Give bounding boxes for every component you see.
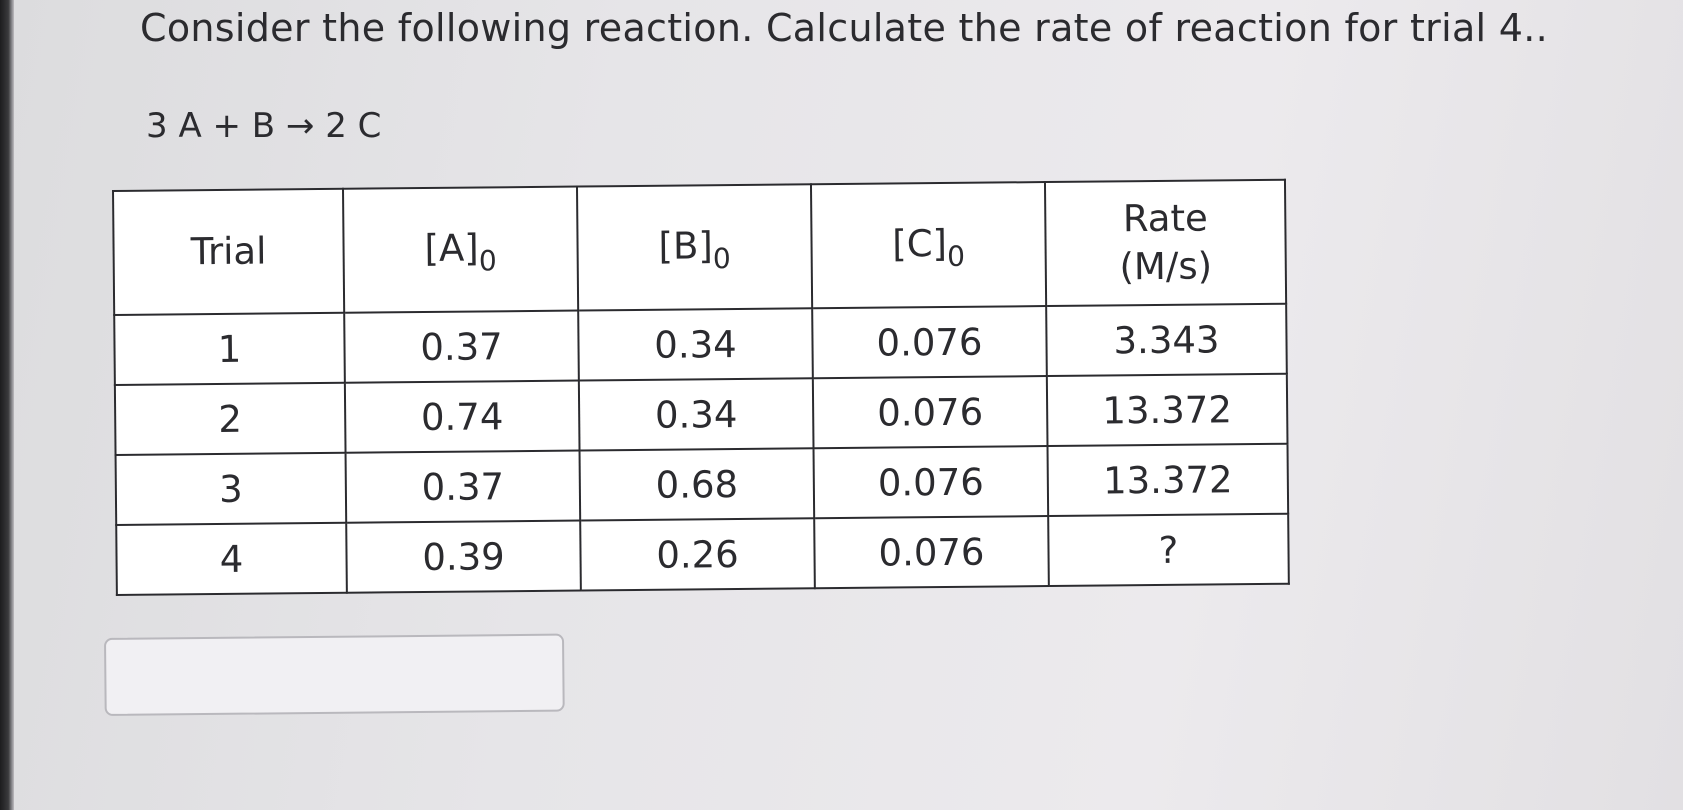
header-trial: Trial: [113, 188, 345, 315]
cell-a: 0.37: [345, 450, 581, 523]
header-rate-label: Rate: [1122, 196, 1208, 241]
cell-trial: 1: [114, 312, 345, 385]
table-row: 4 0.39 0.26 0.076 ?: [116, 513, 1289, 595]
table-row: 3 0.37 0.68 0.076 13.372: [115, 443, 1289, 525]
cell-rate: 3.343: [1046, 303, 1287, 377]
header-c: [C]0: [810, 182, 1047, 309]
header-a: [A]0: [342, 186, 579, 313]
cell-a: 0.74: [344, 380, 580, 453]
screen-bezel: [0, 0, 14, 810]
cell-trial: 3: [115, 452, 347, 525]
header-b-subscript: 0: [712, 241, 731, 275]
cell-b: 0.68: [579, 448, 815, 521]
header-a-subscript: 0: [478, 243, 497, 277]
rate-data-table: Trial [A]0 [B]0 [C]0 Rate (M/s) 1 0.37 0.…: [112, 178, 1290, 596]
cell-c: 0.076: [812, 306, 1047, 379]
cell-trial: 4: [116, 522, 347, 595]
cell-trial: 2: [114, 382, 346, 455]
header-trial-label: Trial: [190, 229, 267, 274]
cell-c: 0.076: [814, 516, 1049, 589]
header-a-label: [A]: [424, 225, 479, 270]
cell-rate: 13.372: [1046, 373, 1288, 447]
reaction-equation: 3 A + B → 2 C: [146, 106, 382, 146]
table-row: 2 0.74 0.34 0.076 13.372: [114, 373, 1288, 455]
header-rate-unit: (M/s): [1119, 244, 1213, 289]
cell-c: 0.076: [813, 446, 1049, 519]
cell-b: 0.34: [578, 378, 814, 451]
cell-a: 0.37: [344, 310, 579, 383]
cell-rate: ?: [1048, 513, 1289, 587]
header-c-subscript: 0: [946, 239, 966, 273]
cell-b: 0.34: [578, 308, 813, 381]
header-b-label: [B]: [658, 223, 713, 268]
header-rate: Rate (M/s): [1044, 179, 1287, 307]
cell-c: 0.076: [812, 376, 1048, 449]
question-text: Consider the following reaction. Calcula…: [140, 6, 1549, 50]
table-header-row: Trial [A]0 [B]0 [C]0 Rate (M/s): [113, 179, 1287, 315]
table-row: 1 0.37 0.34 0.076 3.343: [114, 303, 1287, 385]
cell-rate: 13.372: [1047, 443, 1289, 517]
cell-a: 0.39: [346, 520, 581, 593]
answer-input[interactable]: [104, 633, 565, 716]
header-c-label: [C]: [892, 221, 948, 266]
header-b: [B]0: [576, 184, 813, 311]
cell-b: 0.26: [580, 518, 815, 591]
